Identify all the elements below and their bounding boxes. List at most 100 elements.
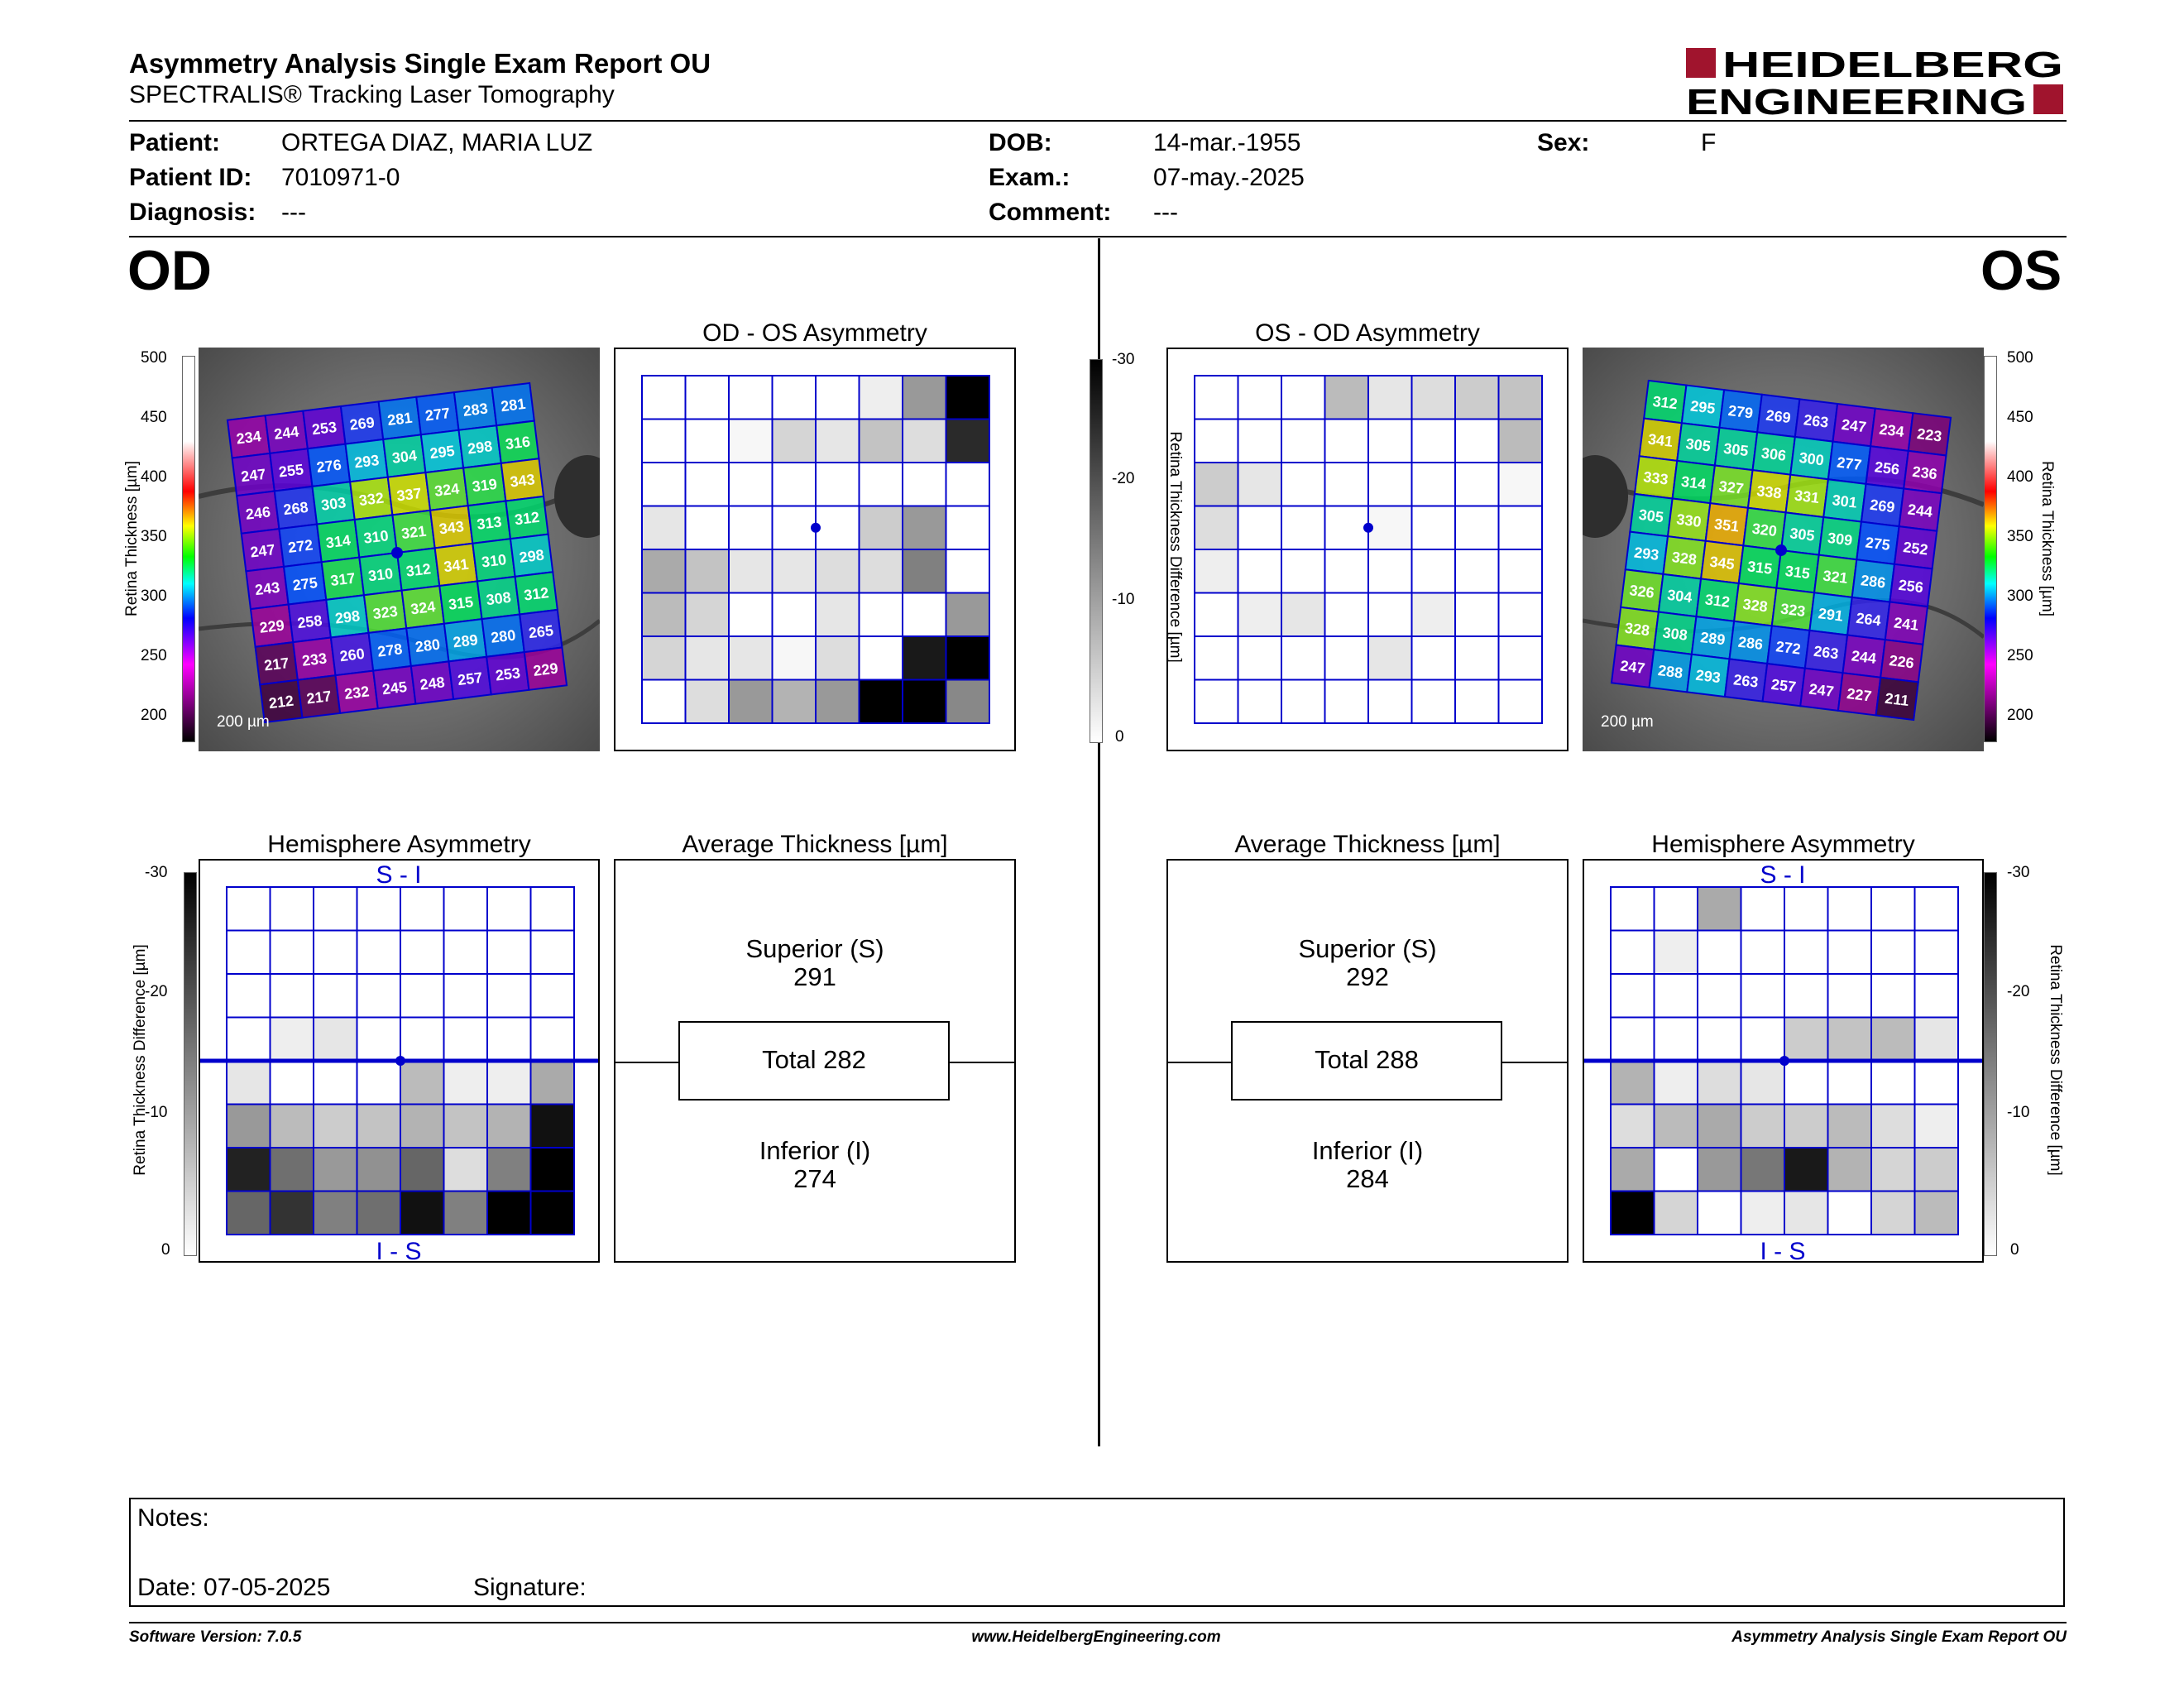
os-asym-cell [1454, 462, 1500, 507]
od-hemi-cell [356, 929, 401, 975]
od-hemi-cell [486, 1060, 532, 1105]
od-asym-cell [728, 549, 774, 594]
od-thickness-value: 343 [509, 471, 535, 491]
od-thickness-value: 247 [249, 541, 275, 561]
footer-website[interactable]: www.HeidelbergEngineering.com [971, 1628, 1221, 1646]
notes-box[interactable]: Notes: Date: 07-05-2025 Signature: [129, 1498, 2065, 1607]
sex-value: F [1701, 129, 1717, 156]
os-asym-cell [1410, 462, 1456, 507]
os-asym-cell [1324, 418, 1369, 463]
os-thickness-colorbar: 500 450 400 350 300 250 200 Retina Thick… [1980, 349, 2063, 753]
os-hemi-cell [1827, 1190, 1872, 1235]
os-thickness-value: 328 [1624, 620, 1650, 640]
od-avg-title: Average Thickness [µm] [682, 831, 948, 858]
os-hemi-cell [1870, 929, 1916, 975]
od-asym-cell [771, 549, 817, 594]
os-hemi-cell [1827, 929, 1872, 975]
od-thickness-value: 278 [376, 640, 403, 660]
od-asym-cell [641, 592, 687, 637]
od-hemi-cell [443, 886, 488, 932]
od-thickness-value: 234 [236, 428, 262, 448]
os-asym-cell [1324, 549, 1369, 594]
os-hemi-cell [1827, 1060, 1872, 1105]
os-hemi-bottom-label: I - S [1760, 1238, 1805, 1261]
od-thickness-value: 280 [414, 636, 441, 656]
os-asym-cell [1454, 679, 1500, 724]
os-asym-cell [1237, 505, 1282, 550]
od-asym-cell [815, 505, 860, 550]
od-hemi-cell [269, 886, 314, 932]
os-asym-cell [1367, 549, 1413, 594]
od-total: Total 282 [762, 1045, 866, 1074]
od-hemi-cell [400, 1147, 445, 1192]
os-hemi-cell [1697, 1190, 1742, 1235]
os-thickness-value: 305 [1638, 506, 1664, 526]
os-hemi-cell [1784, 1060, 1829, 1105]
od-asym-cell [815, 462, 860, 507]
os-thickness-value: 286 [1737, 634, 1764, 654]
os-hemi-cell [1740, 1016, 1785, 1062]
od-thickness-value: 212 [268, 693, 295, 712]
od-asym-cell [641, 462, 687, 507]
od-hemi-bottom-label: I - S [376, 1238, 421, 1261]
os-hemi-cell [1610, 886, 1655, 932]
comment-label: Comment: [989, 199, 1112, 226]
os-thickness-value: 263 [1803, 411, 1829, 431]
od-thickness-value: 310 [362, 527, 389, 547]
os-asym-cell [1237, 418, 1282, 463]
os-thickness-value: 257 [1770, 676, 1797, 696]
os-asym-cell [1237, 592, 1282, 637]
od-asym-cell [684, 505, 730, 550]
os-asym-cell [1497, 592, 1543, 637]
od-thickness-value: 324 [410, 598, 436, 618]
patient-id: 7010971-0 [281, 164, 400, 191]
os-asym-cell [1237, 679, 1282, 724]
od-asym-cell [945, 418, 990, 463]
od-hemi-cell [356, 1147, 401, 1192]
os-thickness-cell [1875, 676, 1919, 722]
os-asym-cell [1237, 462, 1282, 507]
od-asym-cell [771, 375, 817, 420]
od-thickness-value: 217 [305, 688, 332, 707]
od-asym-cell [902, 375, 947, 420]
os-thickness-value: 328 [1671, 549, 1698, 568]
os-asym-cell [1497, 505, 1543, 550]
od-hemi-cell [443, 1016, 488, 1062]
od-asym-cell [902, 418, 947, 463]
od-hemi-cell [269, 1060, 314, 1105]
od-thickness-value: 253 [495, 664, 521, 684]
os-asym-cell [1194, 592, 1239, 637]
od-thickness-value: 246 [245, 503, 271, 523]
exam-label: Exam.: [989, 164, 1070, 191]
od-asym-cell [858, 549, 903, 594]
od-thickness-value: 314 [325, 532, 352, 552]
od-thickness-value: 332 [358, 490, 385, 510]
os-thickness-value: 305 [1722, 440, 1749, 460]
od-asym-cell [815, 635, 860, 681]
os-asym-cell [1237, 549, 1282, 594]
patient-id-label: Patient ID: [129, 164, 252, 191]
od-hemi-cell [313, 1190, 358, 1235]
os-hemi-cell [1913, 1060, 1959, 1105]
os-thickness-value: 305 [1685, 435, 1712, 455]
os-hemi-cell [1610, 1190, 1655, 1235]
od-thickness-value: 281 [500, 396, 526, 415]
dob-value: 14-mar.-1955 [1153, 129, 1301, 156]
od-thickness-value: 247 [240, 466, 266, 486]
od-thickness-value: 341 [443, 556, 469, 576]
od-hemi-cell [226, 973, 271, 1019]
od-thickness-value: 269 [349, 414, 376, 434]
os-asym-cell [1281, 505, 1326, 550]
os-asym-cell [1367, 592, 1413, 637]
od-asym-cell [728, 679, 774, 724]
os-thickness-value: 345 [1708, 554, 1735, 573]
od-asym-cell [771, 505, 817, 550]
os-hemi-cell [1827, 1016, 1872, 1062]
od-thickness-value: 303 [320, 494, 347, 514]
center-diff-colorbar: -30 -20 -10 0 Retina Thickness Differenc… [1084, 351, 1184, 753]
od-asym-cell [902, 505, 947, 550]
od-asym-cell [641, 635, 687, 681]
od-hemi-cell [226, 1060, 271, 1105]
od-hemi-cell [400, 1103, 445, 1149]
od-thickness-value: 280 [490, 626, 516, 646]
